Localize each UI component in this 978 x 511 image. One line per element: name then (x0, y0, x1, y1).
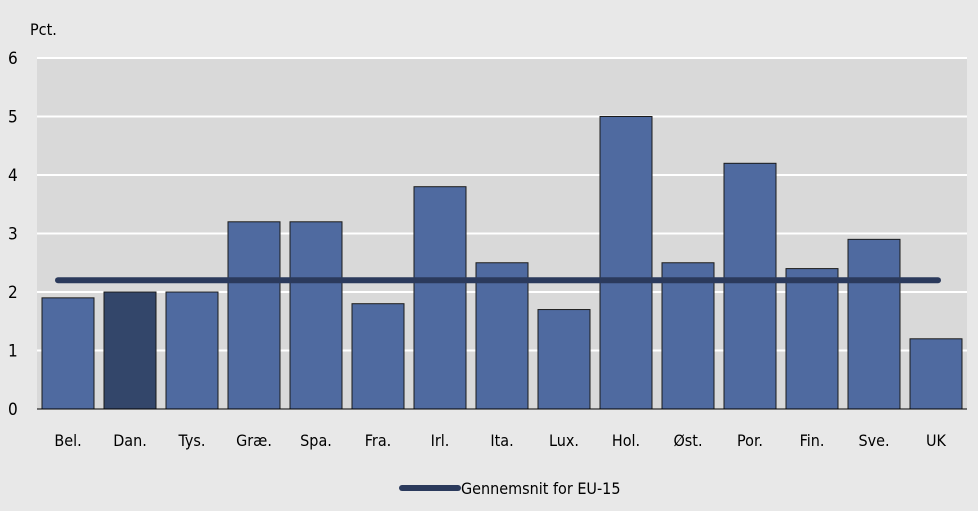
x-tick-label: Dan. (113, 431, 147, 450)
x-tick-label: Øst. (673, 431, 702, 450)
x-tick-label: Spa. (300, 431, 332, 450)
legend: Gennemsnit for EU-15 (399, 479, 620, 498)
x-tick-label: Græ. (236, 431, 272, 450)
x-tick-label: Lux. (549, 431, 579, 450)
x-tick-label: Ita. (490, 431, 513, 450)
x-tick-label: Por. (737, 431, 763, 450)
bar-4 (227, 221, 281, 410)
y-axis-unit-label: Pct. (30, 20, 57, 39)
y-tick-label: 3 (8, 225, 18, 245)
bar-5 (289, 221, 343, 410)
y-axis-ticks: 0 1 2 3 4 5 6 (8, 49, 18, 420)
bar-3 (165, 291, 219, 410)
bar-2 (103, 291, 157, 410)
y-tick-label: 1 (8, 342, 18, 362)
y-tick-label: 2 (8, 283, 18, 303)
bar-6 (351, 303, 405, 410)
y-tick-label: 0 (8, 400, 18, 420)
bar-10 (599, 116, 653, 410)
bar-15 (909, 338, 963, 410)
x-tick-label: Tys. (178, 431, 206, 450)
bar-11 (661, 262, 715, 410)
x-axis-ticks: Bel. Dan. Tys. Græ. Spa. Fra. Irl. Ita. Lux. Hol.… (54, 431, 946, 450)
bar-1 (41, 297, 95, 410)
x-tick-label: Hol. (612, 431, 640, 450)
x-tick-label: Irl. (431, 431, 450, 450)
bar-14 (847, 238, 901, 410)
bar-12 (723, 162, 777, 410)
legend-label: Gennemsnit for EU-15 (461, 479, 620, 498)
bar-7 (413, 186, 467, 410)
bar-9 (537, 309, 591, 410)
y-tick-label: 6 (8, 49, 18, 69)
x-tick-label: Bel. (54, 431, 81, 450)
x-tick-label: Sve. (858, 431, 889, 450)
x-tick-label: UK (926, 431, 947, 450)
bar-13 (785, 268, 839, 410)
y-tick-label: 4 (8, 166, 18, 186)
x-tick-label: Fin. (800, 431, 825, 450)
y-tick-label: 5 (8, 108, 18, 128)
bar-8 (475, 262, 529, 410)
x-tick-label: Fra. (365, 431, 391, 450)
